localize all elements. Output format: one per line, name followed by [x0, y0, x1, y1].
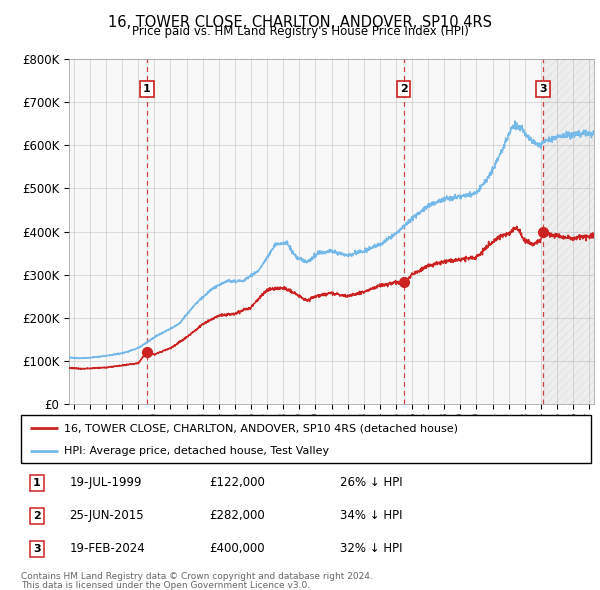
- Text: 19-JUL-1999: 19-JUL-1999: [70, 476, 142, 490]
- Text: 25-JUN-2015: 25-JUN-2015: [70, 509, 144, 523]
- Text: Price paid vs. HM Land Registry's House Price Index (HPI): Price paid vs. HM Land Registry's House …: [131, 25, 469, 38]
- Text: £122,000: £122,000: [209, 476, 265, 490]
- Text: 19-FEB-2024: 19-FEB-2024: [70, 542, 145, 556]
- Text: 2: 2: [33, 511, 41, 521]
- Text: £400,000: £400,000: [209, 542, 265, 556]
- Text: 1: 1: [143, 84, 151, 94]
- Text: 32% ↓ HPI: 32% ↓ HPI: [340, 542, 403, 556]
- Text: Contains HM Land Registry data © Crown copyright and database right 2024.: Contains HM Land Registry data © Crown c…: [21, 572, 373, 581]
- Text: 3: 3: [33, 544, 41, 554]
- Text: 26% ↓ HPI: 26% ↓ HPI: [340, 476, 403, 490]
- Text: 3: 3: [539, 84, 547, 94]
- Text: This data is licensed under the Open Government Licence v3.0.: This data is licensed under the Open Gov…: [21, 581, 310, 590]
- Text: 2: 2: [400, 84, 407, 94]
- Text: 16, TOWER CLOSE, CHARLTON, ANDOVER, SP10 4RS: 16, TOWER CLOSE, CHARLTON, ANDOVER, SP10…: [108, 15, 492, 30]
- Text: 34% ↓ HPI: 34% ↓ HPI: [340, 509, 403, 523]
- Text: 1: 1: [33, 478, 41, 488]
- Text: £282,000: £282,000: [209, 509, 265, 523]
- Text: HPI: Average price, detached house, Test Valley: HPI: Average price, detached house, Test…: [64, 446, 329, 456]
- FancyBboxPatch shape: [21, 415, 591, 463]
- Bar: [543, 59, 594, 404]
- Text: 16, TOWER CLOSE, CHARLTON, ANDOVER, SP10 4RS (detached house): 16, TOWER CLOSE, CHARLTON, ANDOVER, SP10…: [64, 423, 458, 433]
